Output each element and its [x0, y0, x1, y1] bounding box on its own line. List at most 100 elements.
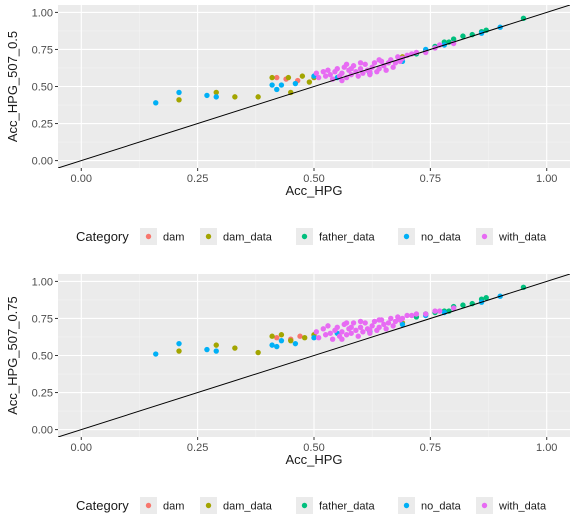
data-point-with_data — [325, 323, 331, 329]
data-point-with_data — [350, 320, 357, 326]
data-point-with_data — [339, 77, 345, 84]
x-tick-label: 1.00 — [536, 442, 557, 454]
data-point-dam_data — [232, 94, 238, 100]
data-point-with_data — [376, 57, 382, 63]
chart-panel-2: 0.00 0.25 0.50 0.75 1.00 0.00 0.25 0.50 0.75 1.00… — [5, 274, 570, 514]
legend-label-dam: dam — [163, 232, 184, 244]
data-point-with_data — [376, 324, 382, 331]
data-point-with_data — [376, 317, 382, 323]
reference-line — [58, 274, 570, 437]
data-point-with_data — [357, 66, 364, 72]
data-point-with_data — [357, 60, 364, 66]
data-point-dam_data — [255, 94, 261, 100]
legend-label-father_data: father_data — [319, 232, 376, 244]
data-point-with_data — [357, 324, 364, 331]
data-point-with_data — [343, 61, 350, 67]
x-tick-label: 0.00 — [71, 442, 92, 454]
legend-key-no_data — [403, 233, 410, 240]
data-point-with_data — [409, 312, 415, 319]
data-point-with_data — [348, 66, 354, 72]
data-points — [153, 15, 527, 106]
data-point-with_data — [450, 305, 457, 311]
data-point-with_data — [355, 73, 361, 79]
data-point-dam_data — [306, 79, 313, 85]
data-point-dam_data — [232, 345, 238, 351]
data-point-with_data — [388, 315, 394, 322]
data-point-with_data — [369, 323, 375, 329]
x-tick-label: 1.00 — [536, 173, 557, 185]
data-point-no_data — [204, 346, 210, 353]
data-point-dam_data — [176, 97, 182, 103]
legend-title: Category — [76, 229, 129, 244]
data-point-dam_data — [269, 333, 275, 339]
x-axis-title: Acc_HPG — [285, 183, 342, 198]
data-point-with_data — [390, 323, 396, 329]
data-point-no_data — [274, 343, 280, 350]
legend-title: Category — [76, 498, 129, 513]
data-point-dam — [274, 335, 280, 341]
data-point-dam_data — [269, 74, 275, 81]
legend: Category dam dam_data father_data no_data wit… — [76, 228, 547, 245]
data-point-father_data — [460, 33, 466, 39]
y-tick-label: 0.00 — [32, 156, 53, 168]
data-point-with_data — [376, 66, 382, 72]
data-point-dam — [297, 333, 303, 339]
data-point-with_data — [348, 330, 354, 336]
data-point-with_data — [362, 320, 368, 326]
data-point-no_data — [204, 92, 210, 99]
data-point-father_data — [483, 295, 489, 301]
data-point-with_data — [399, 315, 406, 322]
data-point-no_data — [269, 342, 275, 348]
x-tick-label: 0.75 — [420, 173, 441, 185]
data-point-no_data — [278, 337, 285, 344]
data-point-with_data — [339, 329, 345, 335]
legend-label-dam_data: dam_data — [223, 501, 273, 513]
data-point-dam_data — [278, 332, 285, 338]
data-point-dam_data — [213, 342, 219, 348]
chart-panel-1: 0.00 0.25 0.50 0.75 1.00 0.00 0.25 0.50 0.75 1.00… — [5, 5, 570, 245]
data-point-with_data — [383, 326, 389, 332]
x-tick-label: 0.25 — [187, 173, 208, 185]
data-point-no_data — [176, 340, 182, 347]
data-point-no_data — [153, 100, 159, 106]
data-point-with_data — [320, 68, 327, 75]
y-tick-label: 0.25 — [32, 388, 53, 400]
data-point-with_data — [395, 54, 401, 60]
data-point-with_data — [313, 329, 320, 335]
data-point-dam_data — [288, 337, 294, 344]
data-point-with_data — [343, 320, 350, 326]
legend-key-father_data — [301, 233, 308, 240]
data-point-with_data — [383, 67, 389, 73]
data-point-dam_data — [176, 348, 182, 354]
x-tick-label: 0.50 — [303, 442, 324, 454]
y-tick-label: 0.50 — [32, 82, 53, 94]
data-point-with_data — [329, 336, 336, 342]
data-point-with_data — [357, 318, 364, 325]
data-point-no_data — [292, 80, 299, 87]
data-point-with_data — [325, 67, 331, 73]
x-tick-label: 0.00 — [71, 173, 92, 185]
data-point-with_data — [371, 60, 378, 66]
legend: Category dam dam_data father_data no_data wit… — [76, 497, 547, 514]
x-tick-label: 0.50 — [303, 173, 324, 185]
y-axis-title: Acc_HPG_507_0.75 — [5, 296, 20, 415]
data-point-no_data — [153, 351, 159, 357]
data-point-dam_data — [299, 73, 306, 79]
data-point-no_data — [278, 82, 285, 88]
data-point-with_data — [315, 74, 322, 81]
data-point-with_data — [360, 329, 366, 335]
data-point-with_data — [355, 333, 361, 339]
data-point-with_data — [322, 332, 329, 338]
data-point-no_data — [274, 86, 280, 93]
data-point-with_data — [362, 61, 368, 67]
data-point-with_data — [423, 311, 429, 317]
data-point-with_data — [432, 308, 438, 314]
legend-key-no_data — [403, 502, 410, 509]
data-point-with_data — [390, 64, 396, 70]
legend-label-with_data: with_data — [498, 232, 547, 244]
data-point-no_data — [176, 89, 182, 96]
data-point-with_data — [404, 312, 410, 319]
data-point-with_data — [315, 335, 322, 341]
legend-label-with_data: with_data — [498, 501, 547, 513]
